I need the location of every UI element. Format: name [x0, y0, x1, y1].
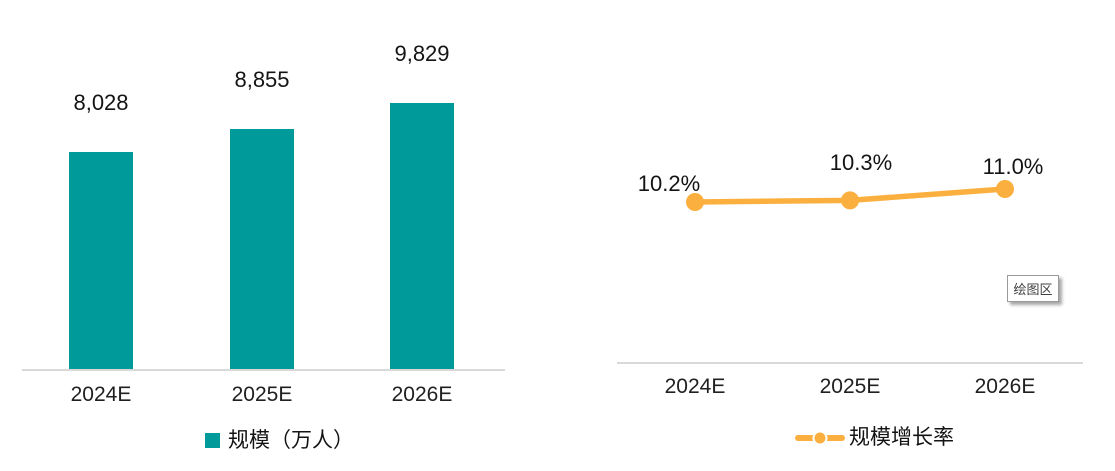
- x-tick-label: 2026E: [391, 383, 453, 406]
- x-tick-label: 2025E: [819, 375, 881, 398]
- bar-value-label: 9,829: [394, 41, 450, 66]
- x-tick-label: 2025E: [231, 383, 293, 406]
- x-tick-label: 2024E: [664, 375, 726, 398]
- line-marker-2026E: [996, 180, 1014, 198]
- x-tick-label: 2024E: [70, 383, 132, 406]
- legend-square-icon: [205, 433, 220, 448]
- plot-area-tooltip: 绘图区: [1007, 275, 1059, 302]
- line-legend-label: 规模增长率: [849, 426, 954, 449]
- bar-2026E: [390, 103, 454, 370]
- line-x-axis-line: [617, 362, 1083, 364]
- bar-legend-label: 规模（万人）: [228, 429, 354, 452]
- point-value-label: 11.0%: [982, 154, 1044, 179]
- point-value-label: 10.2%: [637, 171, 701, 196]
- line-marker-2025E: [841, 191, 859, 210]
- line-marker-2024E: [686, 193, 704, 211]
- point-value-label: 10.3%: [829, 150, 893, 175]
- x-tick-label: 2026E: [974, 375, 1036, 398]
- bar-value-label: 8,855: [234, 67, 290, 92]
- line-legend: 规模增长率: [795, 425, 954, 450]
- bar-2025E: [230, 129, 294, 370]
- bar-2024E: [69, 152, 133, 370]
- legend-marker-dot-icon: [812, 430, 828, 445]
- legend-line-marker-icon: [795, 430, 845, 445]
- bar-legend: 规模（万人）: [205, 428, 354, 453]
- bar-x-axis-line: [22, 369, 505, 371]
- bar-value-label: 8,028: [73, 90, 129, 115]
